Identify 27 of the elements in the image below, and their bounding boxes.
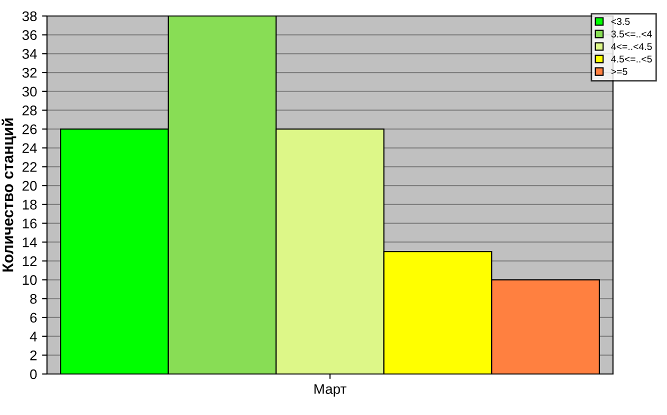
y-tick-label: 14 [22, 238, 37, 248]
y-tick-label: 34 [22, 49, 37, 59]
y-tick-label: 2 [30, 350, 37, 360]
y-tick-label: 32 [22, 68, 37, 78]
y-tick-label: 0 [30, 369, 37, 380]
legend-label: <3.5 [611, 18, 630, 25]
y-tick-label: 18 [22, 200, 37, 210]
y-tick-label: 4 [30, 332, 37, 342]
y-axis-title: Количество станций [2, 118, 16, 272]
y-tick-label: 6 [30, 312, 37, 323]
y-tick-label: 16 [22, 218, 37, 228]
y-tick-label: 22 [22, 162, 37, 172]
legend-label: 4.5<=..<5 [611, 56, 652, 62]
y-tick-label: 10 [22, 275, 37, 285]
legend-label: >=5 [611, 68, 628, 76]
legend-label: 4<=..<4.5 [611, 43, 652, 50]
y-tick-label: 8 [30, 294, 37, 304]
y-tick-label: 30 [22, 86, 37, 97]
y-tick-label: 38 [22, 11, 37, 22]
y-tick-label: 36 [22, 30, 37, 40]
y-tick-label: 12 [22, 256, 37, 266]
legend-label: 3.5<=..<4 [611, 30, 652, 38]
y-tick-label: 20 [22, 180, 37, 191]
y-tick-label: 28 [22, 106, 37, 116]
y-tick-label: 24 [22, 143, 37, 153]
x-tick-label: Март [314, 384, 346, 397]
y-tick-label: 26 [22, 124, 37, 134]
